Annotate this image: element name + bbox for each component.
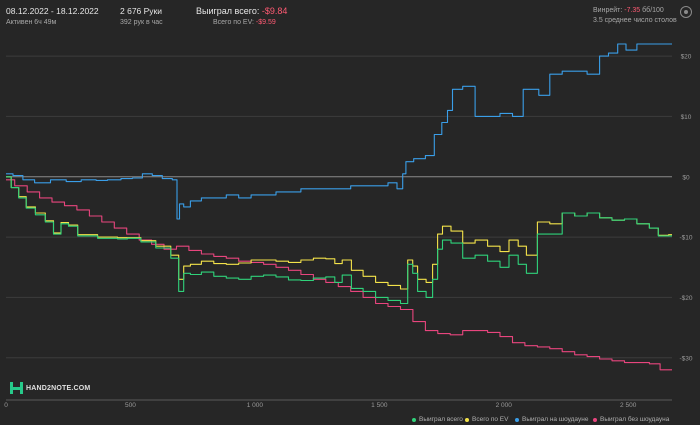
ev-total-value: -$9.59 — [255, 19, 276, 26]
series-line-0 — [6, 176, 672, 305]
won-total-label: Выиграл всего: — [196, 6, 260, 16]
active-time: Активен 6ч 49м — [6, 19, 57, 26]
x-tick-label: 2 000 — [496, 402, 513, 409]
y-tick-label: $20 — [681, 54, 692, 61]
winrate-value: -7.35 — [624, 7, 641, 14]
legend-item-showdown[interactable]: Выиграл на шоудауне — [515, 416, 588, 423]
ev-total: Всего по EV: -$9.59 — [213, 19, 276, 26]
legend-item-ev-total[interactable]: Всего по EV — [465, 416, 508, 423]
won-total-value: -$9.84 — [261, 6, 288, 16]
y-tick-label: -$20 — [679, 295, 692, 302]
date-range: 08.12.2022 - 18.12.2022 — [6, 6, 99, 16]
y-tick-label: -$10 — [679, 235, 692, 242]
winrate-label: Винрейт: — [593, 7, 623, 14]
logo-text: HAND2NOTE.COM — [26, 384, 91, 392]
x-tick-label: 1 500 — [371, 402, 388, 409]
legend-swatch — [412, 417, 416, 422]
legend-label: Выиграл на шоудауне — [522, 416, 589, 423]
hand2note-logo-icon — [10, 382, 23, 394]
legend-swatch — [593, 417, 597, 422]
x-tick-label: 1 000 — [247, 402, 264, 409]
winrate-unit: бб/100 — [642, 7, 664, 14]
winrate: Винрейт: -7.35 бб/100 — [593, 7, 664, 14]
legend-swatch — [515, 417, 519, 422]
legend-label: Выиграл всего — [419, 416, 463, 423]
series-line-3 — [6, 179, 672, 371]
ev-total-label: Всего по EV: — [213, 19, 254, 26]
won-total: Выиграл всего: -$9.84 — [196, 6, 287, 16]
series-line-1 — [6, 176, 672, 290]
x-tick-label: 2 500 — [620, 402, 637, 409]
legend-swatch — [465, 417, 469, 422]
hands-count: 2 676 Руки — [120, 6, 163, 16]
gear-icon[interactable] — [680, 6, 692, 18]
legend-label: Выиграл без шоудауна — [600, 416, 670, 423]
x-tick-label: 0 — [4, 402, 8, 409]
y-tick-label: $0 — [682, 174, 690, 181]
legend-label: Всего по EV — [472, 416, 509, 423]
x-tick-label: 500 — [125, 402, 136, 409]
hand2note-logo: HAND2NOTE.COM — [10, 382, 90, 394]
series-line-2 — [6, 43, 672, 220]
hands-per-hour: 392 рук в час — [120, 19, 163, 26]
avg-tables: 3.5 среднее число столов — [593, 17, 677, 24]
legend-item-won-total[interactable]: Выиграл всего — [412, 416, 463, 423]
y-tick-label: $10 — [681, 114, 692, 121]
y-tick-label: -$30 — [679, 355, 692, 362]
legend-item-non-showdown[interactable]: Выиграл без шоудауна — [593, 416, 669, 423]
